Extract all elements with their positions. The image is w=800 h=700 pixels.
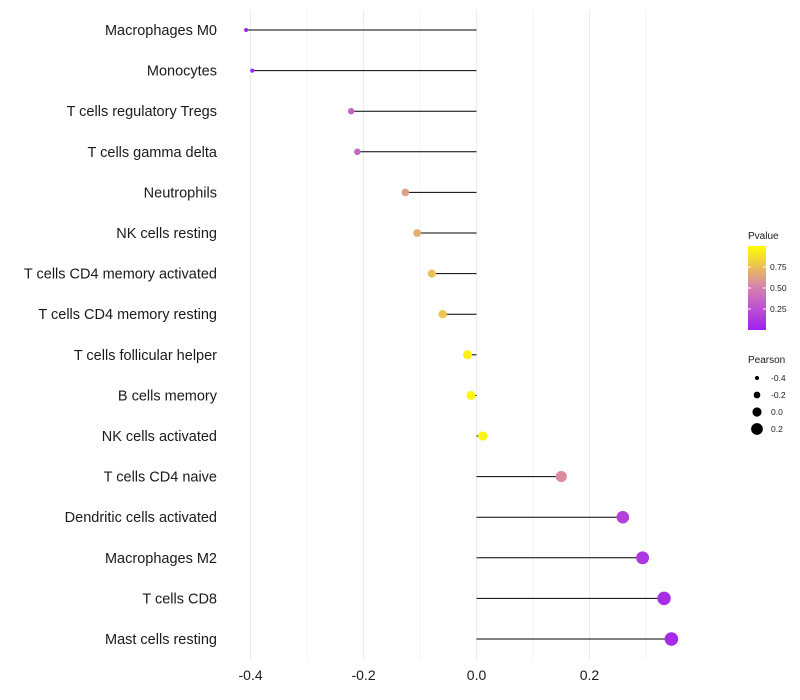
category-label-6: T cells CD4 memory activated bbox=[24, 267, 217, 283]
category-label-10: NK cells activated bbox=[102, 429, 217, 445]
pvalue-tick-label-2: 0.75 bbox=[770, 262, 787, 272]
lollipop-stems bbox=[246, 29, 672, 640]
pearson-legend-dot-0 bbox=[754, 375, 760, 381]
point-9 bbox=[466, 390, 476, 400]
pearson-legend: Pearson -0.4 -0.2 0.0 0.2 bbox=[748, 355, 786, 435]
point-12 bbox=[616, 510, 630, 524]
pvalue-tick-label-1: 0.50 bbox=[770, 283, 787, 293]
point-1 bbox=[250, 68, 255, 73]
category-label-2: T cells regulatory Tregs bbox=[67, 104, 217, 120]
pvalue-legend: Pvalue 0.25 0.50 0.75 bbox=[748, 231, 787, 330]
point-4 bbox=[401, 188, 410, 197]
point-14 bbox=[657, 591, 671, 606]
point-8 bbox=[462, 350, 472, 360]
x-tick-labels: -0.4 -0.2 0.0 0.2 bbox=[239, 667, 600, 683]
pvalue-legend-title: Pvalue bbox=[748, 231, 779, 242]
category-label-14: T cells CD8 bbox=[142, 591, 217, 607]
point-5 bbox=[413, 229, 422, 237]
pearson-legend-label-2: 0.0 bbox=[771, 407, 783, 417]
lollipop-points bbox=[244, 28, 679, 646]
pearson-legend-label-0: -0.4 bbox=[771, 373, 786, 383]
category-label-15: Mast cells resting bbox=[105, 632, 217, 648]
point-13 bbox=[636, 551, 650, 565]
category-label-7: T cells CD4 memory resting bbox=[38, 307, 217, 323]
category-label-1: Monocytes bbox=[147, 64, 217, 80]
point-3 bbox=[354, 148, 361, 156]
category-label-9: B cells memory bbox=[118, 388, 218, 404]
pearson-legend-label-1: -0.2 bbox=[771, 390, 786, 400]
category-label-8: T cells follicular helper bbox=[74, 348, 217, 364]
x-tick-label-0: -0.4 bbox=[239, 667, 263, 683]
category-label-4: Neutrophils bbox=[144, 185, 217, 201]
pearson-legend-dot-1 bbox=[753, 391, 761, 399]
point-2 bbox=[347, 108, 355, 115]
pearson-legend-dot-2 bbox=[752, 407, 762, 417]
point-6 bbox=[427, 269, 437, 278]
point-7 bbox=[438, 309, 447, 319]
pearson-legend-dot-3 bbox=[751, 423, 763, 435]
category-label-12: Dendritic cells activated bbox=[65, 510, 217, 526]
point-11 bbox=[555, 471, 567, 483]
pearson-legend-label-3: 0.2 bbox=[771, 424, 783, 434]
pvalue-colorbar bbox=[748, 246, 766, 330]
pvalue-tick-label-0: 0.25 bbox=[770, 304, 787, 314]
category-label-0: Macrophages M0 bbox=[105, 23, 217, 39]
point-0 bbox=[244, 28, 249, 32]
x-tick-label-1: -0.2 bbox=[351, 667, 375, 683]
grid-lines bbox=[250, 10, 647, 660]
category-label-5: NK cells resting bbox=[116, 226, 217, 242]
x-tick-label-2: 0.0 bbox=[467, 667, 487, 683]
category-label-11: T cells CD4 naive bbox=[104, 470, 217, 486]
pearson-legend-title: Pearson bbox=[748, 355, 785, 366]
x-tick-label-3: 0.2 bbox=[580, 667, 600, 683]
point-15 bbox=[664, 632, 679, 646]
point-10 bbox=[478, 431, 488, 441]
category-label-13: Macrophages M2 bbox=[105, 551, 217, 567]
category-label-3: T cells gamma delta bbox=[88, 145, 218, 161]
category-labels: Macrophages M0 Monocytes T cells regulator… bbox=[24, 23, 218, 648]
